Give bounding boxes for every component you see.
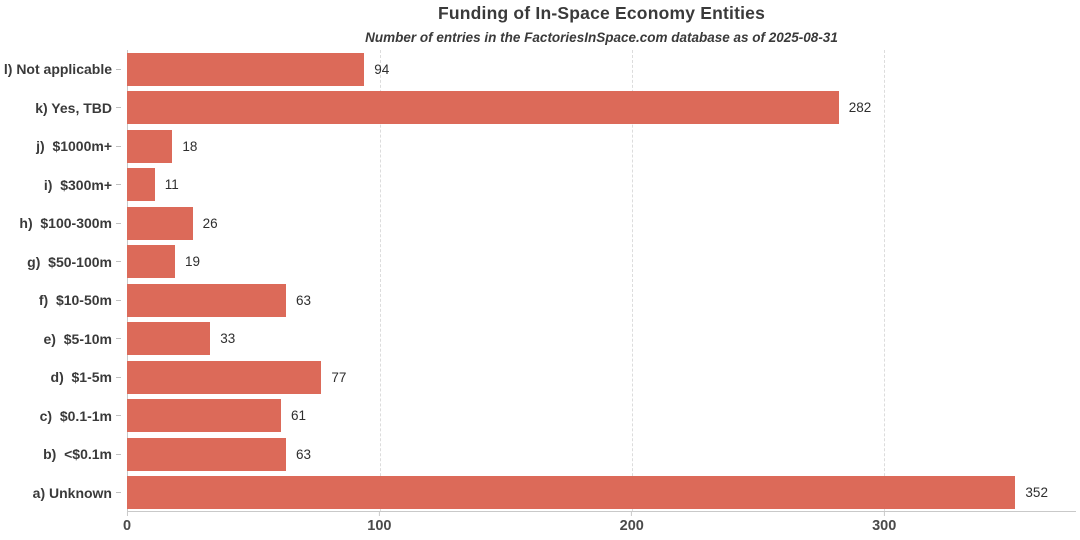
- bar-row: a) Unknown 352: [0, 474, 1076, 513]
- x-tick: 0: [123, 512, 131, 534]
- bar-row: b) <$0.1m 63: [0, 435, 1076, 474]
- bar-row: l) Not applicable 94: [0, 50, 1076, 89]
- x-tick-label: 0: [122, 518, 132, 534]
- bar-value-label: 352: [1025, 485, 1048, 501]
- x-tick-mark: [378, 512, 380, 516]
- bar-value-label: 63: [296, 292, 312, 308]
- bar-value-label: 77: [331, 369, 347, 385]
- chart-title: Funding of In-Space Economy Entities: [437, 3, 766, 23]
- bar-value-label: 61: [290, 408, 306, 424]
- category-tick-mark: [116, 68, 121, 70]
- bar-row: f) $10-50m 63: [0, 281, 1076, 320]
- bar-row: k) Yes, TBD 282: [0, 89, 1076, 128]
- category-label: k) Yes, TBD: [35, 99, 112, 116]
- bar-value-label: 94: [374, 61, 390, 77]
- category-label: j) $1000m+: [36, 138, 112, 155]
- bar-row: h) $100-300m 26: [0, 204, 1076, 243]
- category-label: d) $1-5m: [50, 369, 112, 386]
- category-tick-mark: [116, 222, 121, 224]
- category-label: c) $0.1-1m: [39, 407, 112, 424]
- category-tick-mark: [116, 261, 121, 263]
- x-tick-mark: [631, 512, 633, 516]
- category-tick-mark: [116, 107, 121, 109]
- bar-cell: 352: [127, 474, 1076, 513]
- bar[interactable]: [127, 129, 173, 163]
- bar[interactable]: [127, 360, 322, 394]
- bar-value-label: 11: [164, 177, 179, 193]
- bar-row: d) $1-5m 77: [0, 358, 1076, 397]
- bar-cell: 63: [127, 435, 1076, 474]
- grid-layer: [127, 50, 1076, 512]
- bar[interactable]: [127, 437, 286, 471]
- category-tick-mark: [116, 338, 121, 340]
- category-label: a) Unknown: [32, 484, 112, 501]
- bar-row: i) $300m+ 11: [0, 166, 1076, 205]
- gridline: [380, 50, 382, 511]
- bar-value-label: 26: [202, 215, 218, 231]
- bar-row: j) $1000m+ 18: [0, 127, 1076, 166]
- bar-value-label: 282: [848, 100, 872, 116]
- gridline: [884, 50, 886, 511]
- x-tick: 100: [367, 512, 391, 534]
- bar-cell: 11: [127, 166, 1076, 205]
- x-tick-mark: [883, 512, 885, 516]
- x-tick-label: 200: [619, 518, 644, 534]
- bar-cell: 94: [127, 50, 1076, 89]
- bar[interactable]: [127, 399, 281, 433]
- bar[interactable]: [127, 245, 175, 279]
- plot-area: l) Not applicable 94 k) Yes, TBD 282 j) …: [0, 50, 1076, 534]
- x-tick-label: 100: [367, 518, 392, 534]
- bar-value-label: 33: [220, 331, 236, 347]
- category-tick-mark: [116, 299, 121, 301]
- bar-cell: 63: [127, 281, 1076, 320]
- bar-value-label: 19: [184, 254, 200, 270]
- category-tick-mark: [116, 492, 121, 494]
- bar-cell: 19: [127, 243, 1076, 282]
- category-tick-mark: [116, 145, 121, 147]
- category-label: f) $10-50m: [38, 292, 112, 309]
- x-tick: 300: [872, 512, 896, 534]
- x-axis: 0 100 200 300: [123, 512, 1076, 540]
- category-label: h) $100-300m: [19, 215, 112, 232]
- bar-cell: 282: [127, 89, 1076, 128]
- category-label: l) Not applicable: [3, 61, 112, 78]
- category-tick-mark: [116, 376, 121, 378]
- chart-subtitle: Number of entries in the FactoriesInSpac…: [365, 30, 838, 45]
- bar-cell: 77: [127, 358, 1076, 397]
- bar-cell: 18: [127, 127, 1076, 166]
- rows: l) Not applicable 94 k) Yes, TBD 282 j) …: [0, 50, 1076, 512]
- bar[interactable]: [127, 52, 365, 86]
- bar-value-label: 18: [182, 138, 198, 154]
- x-tick-mark: [126, 512, 128, 516]
- bar-cell: 26: [127, 204, 1076, 243]
- bar-cell: 33: [127, 320, 1076, 359]
- bar[interactable]: [127, 476, 1016, 510]
- category-label: g) $50-100m: [27, 253, 112, 270]
- category-tick-mark: [116, 453, 121, 455]
- x-tick-label: 300: [872, 518, 897, 534]
- bar[interactable]: [127, 206, 193, 240]
- category-tick-mark: [116, 415, 121, 417]
- bar-row: c) $0.1-1m 61: [0, 397, 1076, 436]
- bar[interactable]: [127, 283, 286, 317]
- chart-header: Funding of In-Space Economy Entities Num…: [127, 0, 1076, 45]
- bar[interactable]: [127, 322, 211, 356]
- bar[interactable]: [127, 91, 839, 125]
- category-label: b) <$0.1m: [43, 446, 112, 463]
- bar-value-label: 63: [296, 446, 312, 462]
- bar-cell: 61: [127, 397, 1076, 436]
- category-tick-mark: [116, 184, 121, 186]
- category-label: e) $5-10m: [43, 330, 112, 347]
- x-tick: 200: [620, 512, 644, 534]
- gridline: [632, 50, 634, 511]
- bar[interactable]: [127, 168, 155, 202]
- category-label: i) $300m+: [43, 176, 112, 193]
- bar-row: e) $5-10m 33: [0, 320, 1076, 359]
- bar-row: g) $50-100m 19: [0, 243, 1076, 282]
